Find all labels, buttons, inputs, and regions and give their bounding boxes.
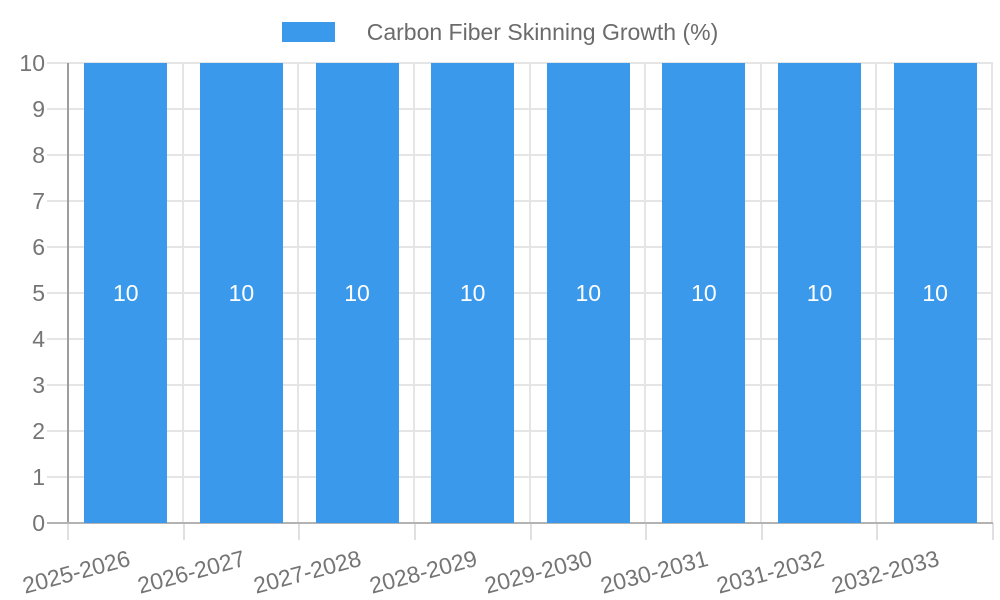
bar: 10 (662, 63, 746, 523)
x-tick (298, 523, 301, 540)
v-gridline (991, 63, 993, 523)
y-tick-label: 1 (32, 464, 45, 490)
x-axis-label: 2030-2031 (597, 545, 711, 599)
bar: 10 (546, 63, 630, 523)
x-axis-label: 2025-2026 (19, 545, 133, 599)
bar: 10 (778, 63, 862, 523)
h-gridline (47, 108, 993, 110)
legend[interactable]: Carbon Fiber Skinning Growth (%) (0, 20, 1000, 44)
y-tick-label: 5 (32, 280, 45, 306)
y-tick-label: 10 (19, 50, 45, 76)
h-gridline (47, 430, 993, 432)
x-tick (182, 523, 185, 540)
h-gridline (47, 292, 993, 294)
h-gridline (47, 338, 993, 340)
bar-value-label: 10 (691, 279, 717, 306)
bar: 10 (199, 63, 283, 523)
h-gridline (47, 200, 993, 202)
bar: 10 (315, 63, 399, 523)
bar-value-label: 10 (806, 279, 833, 306)
bar: 10 (431, 63, 515, 523)
v-gridline (528, 63, 531, 523)
bar-value-label: 10 (459, 279, 486, 306)
bar-value-label: 10 (344, 279, 370, 306)
x-tick (992, 523, 994, 540)
x-axis-label: 2029-2030 (482, 545, 596, 599)
y-tick-label: 6 (32, 234, 45, 260)
h-gridline (47, 246, 993, 248)
x-axis-label: 2032-2033 (828, 545, 942, 599)
v-gridline (297, 63, 300, 523)
v-gridline (875, 63, 878, 523)
y-tick-label: 2 (32, 418, 45, 444)
x-tick (529, 523, 532, 540)
y-axis-line (67, 63, 69, 524)
x-tick (413, 523, 416, 540)
x-tick (645, 523, 648, 540)
h-gridline (47, 62, 993, 64)
x-axis-label: 2026-2027 (135, 545, 249, 599)
bar-value-label: 10 (922, 279, 948, 306)
x-tick (760, 523, 763, 540)
h-gridline (47, 384, 993, 386)
bar: 10 (893, 63, 977, 523)
v-gridline (759, 63, 762, 523)
y-tick-label: 0 (32, 510, 45, 536)
x-tick (67, 523, 69, 540)
bar-value-label: 10 (228, 279, 255, 306)
y-tick-label: 8 (32, 142, 45, 168)
plot-area: 10 10 10 10 10 10 10 10 (47, 62, 994, 540)
y-tick-label: 4 (32, 326, 45, 352)
x-axis-label: 2031-2032 (713, 545, 827, 599)
bar: 10 (84, 63, 168, 523)
x-tick (876, 523, 879, 540)
y-tick-label: 3 (32, 372, 45, 398)
bar-value-label: 10 (113, 279, 139, 306)
v-gridline (412, 63, 415, 523)
bar-value-label: 10 (575, 279, 602, 306)
y-tick-label: 9 (32, 96, 45, 122)
h-gridline (47, 476, 993, 478)
x-axis-line (47, 522, 993, 524)
legend-swatch[interactable] (281, 22, 335, 42)
h-gridline (47, 154, 993, 156)
x-axis-label: 2027-2028 (250, 545, 364, 599)
x-axis-label: 2028-2029 (366, 545, 480, 599)
v-gridline (644, 63, 647, 523)
legend-label[interactable]: Carbon Fiber Skinning Growth (%) (366, 19, 719, 45)
y-tick-label: 7 (32, 188, 45, 214)
v-gridline (181, 63, 184, 523)
